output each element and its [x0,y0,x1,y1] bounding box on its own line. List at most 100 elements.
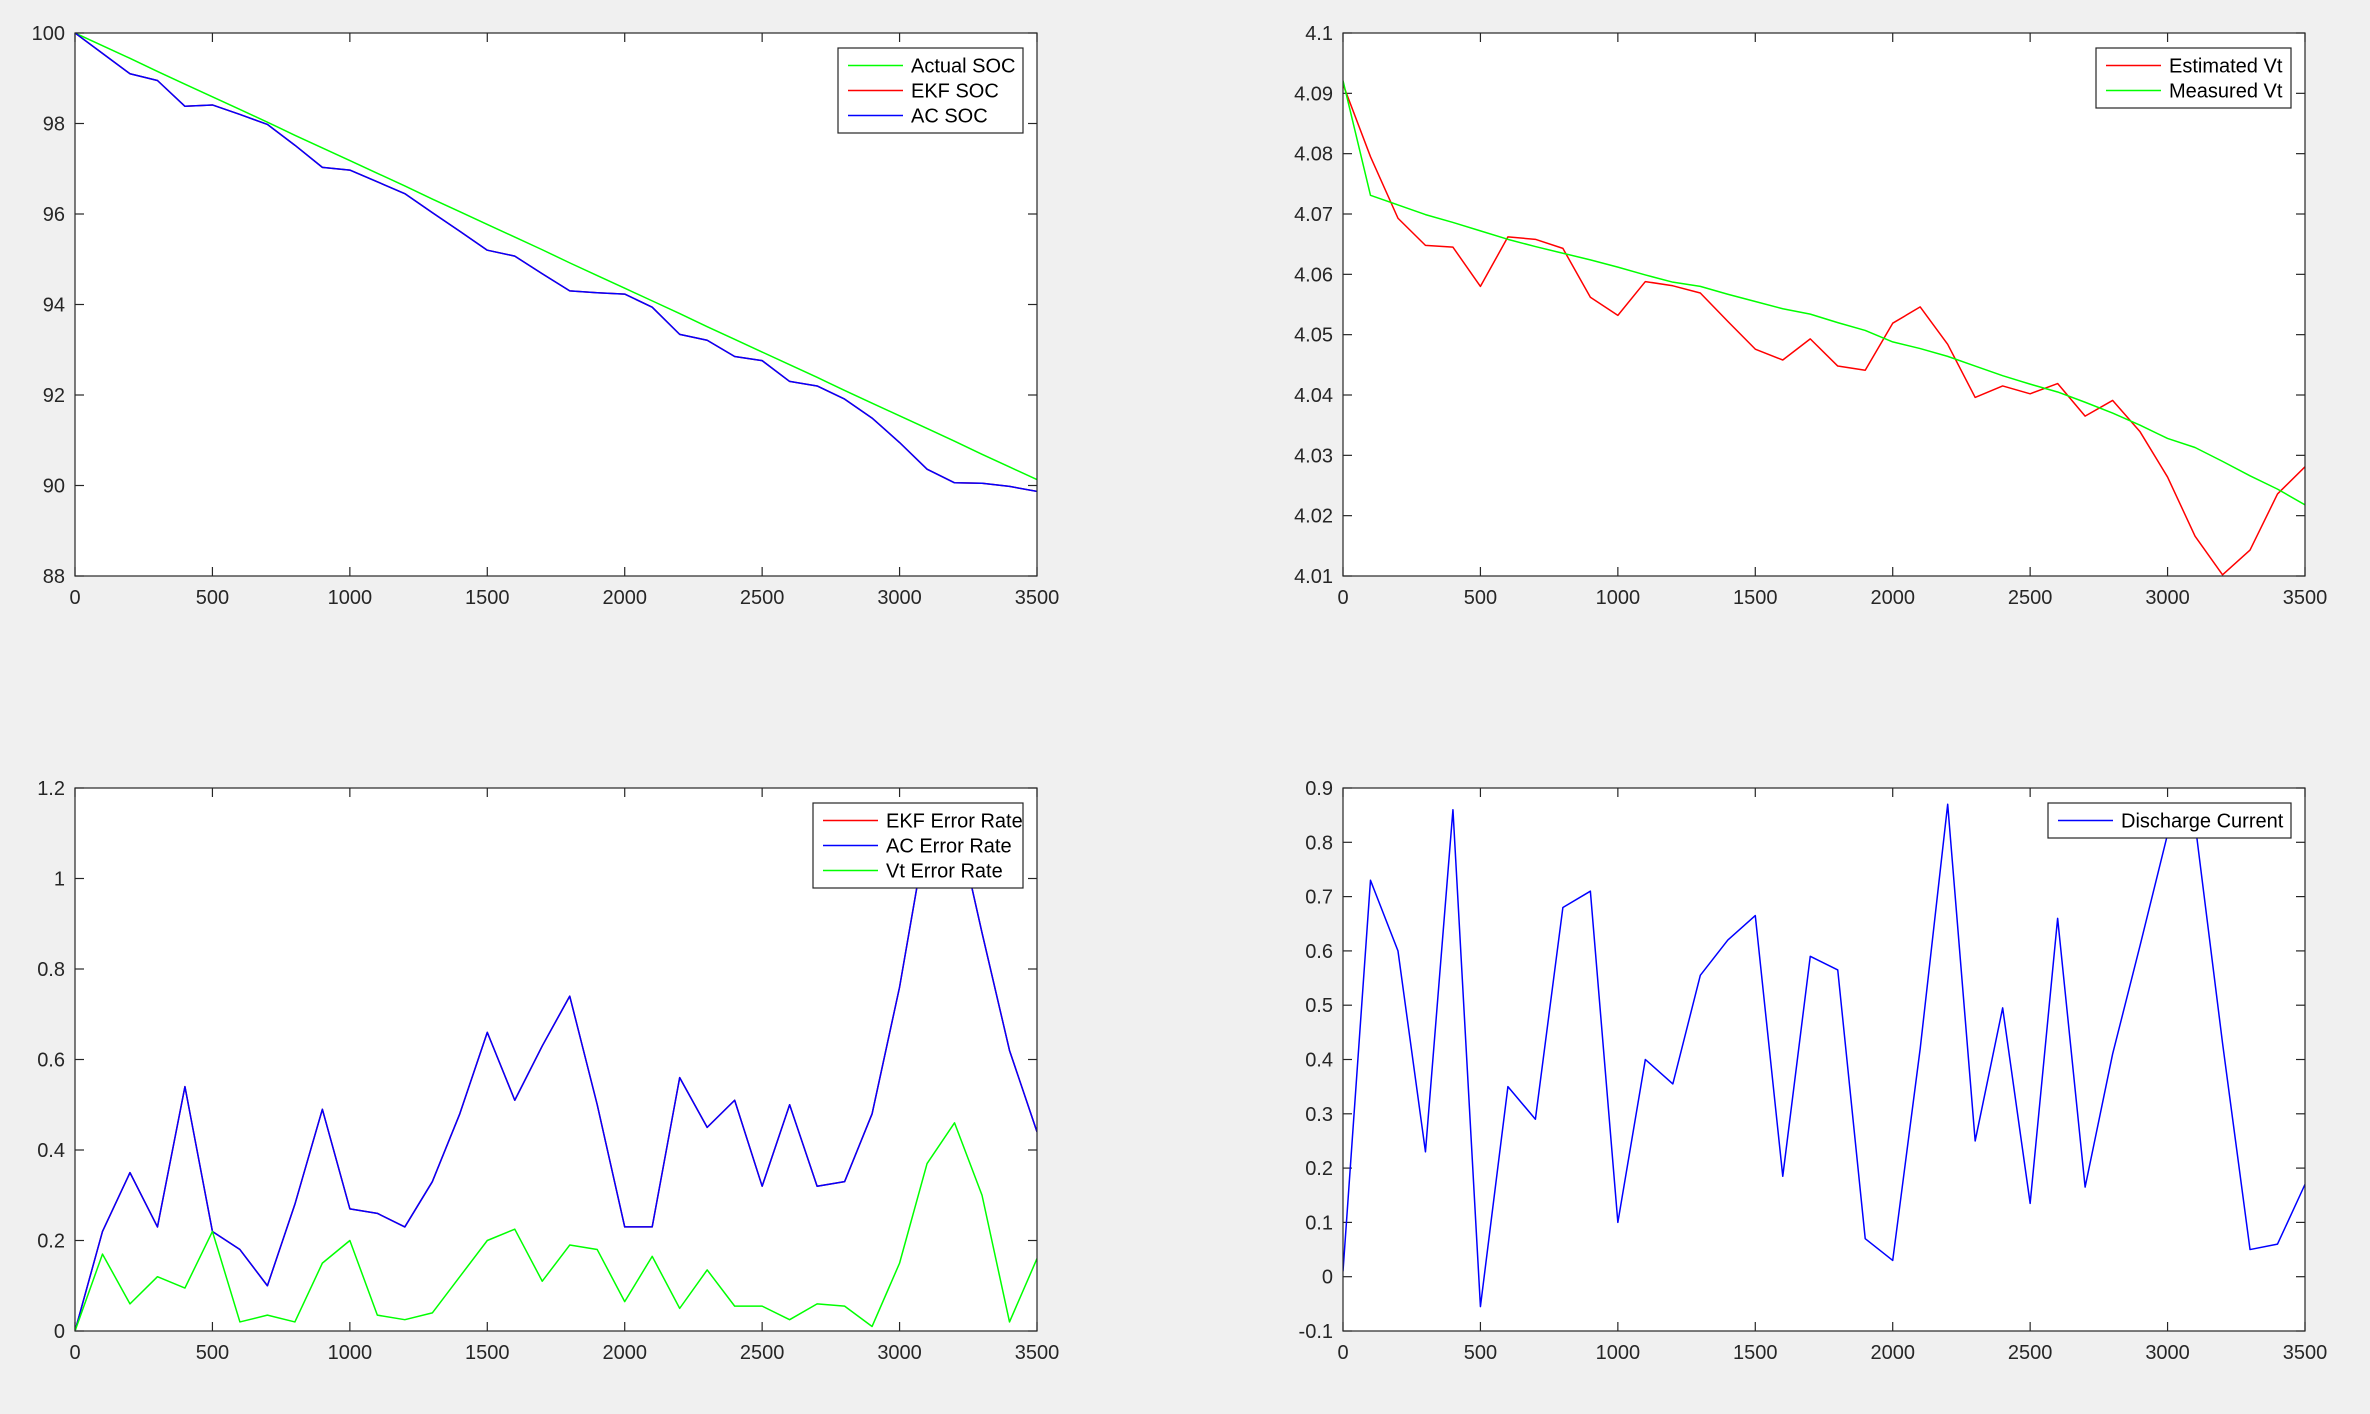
x-tick-label: 500 [196,1342,229,1364]
x-tick-label: 1500 [1733,587,1778,609]
series-line-ac-soc [75,33,1037,493]
x-tick-label: 3500 [1015,1342,1060,1364]
series-line-actual-soc [75,33,1037,481]
axes-box [74,787,1038,1332]
legend-label: EKF Error Rate [886,811,1023,833]
x-tick-label: 500 [196,587,229,609]
x-tick-label: 2000 [1870,1342,1915,1364]
y-tick-label: 4.01 [1294,566,1333,588]
legend-label: AC Error Rate [886,836,1012,858]
y-tick-label: 4.09 [1294,83,1333,105]
y-tick-label: 4.04 [1294,385,1333,407]
y-tick-label: 4.1 [1305,23,1333,45]
y-tick-label: 96 [43,204,65,226]
legend: Discharge Current [2047,802,2292,839]
x-tick-label: 3000 [2145,1342,2190,1364]
soc-comparison-plot: 0 500 1000 1500 2000 2500 3000 3500 88 90 92 94 96 98… [32,23,1060,609]
x-tick-label: 1000 [328,1342,373,1364]
legend-label: Estimated Vt [2169,56,2283,78]
x-tick-label: 2500 [740,1342,785,1364]
x-tick-label: 3500 [2283,587,2328,609]
legend-label: Vt Error Rate [886,861,1003,883]
y-tick-label: 94 [43,295,65,317]
x-tick-label: 1000 [1596,587,1641,609]
x-tick-label: 3000 [877,587,922,609]
x-tick-label: 2000 [1870,587,1915,609]
plot-area [1343,33,2305,576]
y-tick-label: 4.08 [1294,144,1333,166]
y-tick-label: 0.6 [37,1050,65,1072]
x-tick-label: 2000 [602,587,647,609]
series-line-discharge-current [1343,803,2305,1308]
y-tick-label: 1.2 [37,778,65,800]
x-tick-label: 500 [1464,1342,1497,1364]
y-tick-label: 0.4 [37,1140,65,1162]
y-tick-label: 0.4 [1305,1050,1333,1072]
axes-box [1342,787,2306,1332]
y-tick-label: 0 [54,1321,65,1343]
y-tick-label: 0.2 [37,1231,65,1253]
x-tick-label: 500 [1464,587,1497,609]
axes-box [74,32,1038,577]
x-tick-label: 3500 [1015,587,1060,609]
y-tick-label: 0.9 [1305,778,1333,800]
x-tick-label: 2000 [602,1342,647,1364]
x-tick-label: 2500 [2008,587,2053,609]
y-tick-label: 4.03 [1294,445,1333,467]
legend-box [2095,47,2292,109]
legend-label: AC SOC [911,106,988,128]
series-group [1343,80,2305,576]
y-tick-label: 0.2 [1305,1158,1333,1180]
x-tick-label: 3000 [2145,587,2190,609]
legend: Actual SOC EKF SOC AC SOC [837,47,1024,134]
y-tick-label: 0 [1322,1267,1333,1289]
error-rate-plot: 0 500 1000 1500 2000 2500 3000 3500 0 0.2 0.4 0.6 0.… [37,778,1059,1364]
legend-label: Actual SOC [911,56,1015,78]
x-tick-label: 0 [1337,1342,1348,1364]
y-tick-label: 1 [54,869,65,891]
y-tick-label: 4.07 [1294,204,1333,226]
y-tick-label: 90 [43,476,65,498]
y-tick-label: 98 [43,114,65,136]
y-tick-label: -0.1 [1299,1321,1333,1343]
y-tick-label: 92 [43,385,65,407]
x-tick-label: 0 [69,587,80,609]
y-tick-label: 88 [43,566,65,588]
series-group [75,809,1037,1331]
y-tick-label: 0.5 [1305,995,1333,1017]
y-tick-label: 100 [32,23,65,45]
x-tick-label: 1000 [328,587,373,609]
x-tick-label: 0 [1337,587,1348,609]
x-tick-label: 2500 [740,587,785,609]
series-group [1343,803,2305,1308]
y-tick-label: 0.1 [1305,1212,1333,1234]
legend: Estimated Vt Measured Vt [2095,47,2292,109]
axes-box [1342,32,2306,577]
legend: EKF Error Rate AC Error Rate Vt Error Rate [812,802,1024,889]
y-tick-label: 0.8 [37,959,65,981]
x-tick-label: 2500 [2008,1342,2053,1364]
x-tick-label: 3000 [877,1342,922,1364]
series-line-estimated-vt [1343,84,2305,576]
x-tick-label: 0 [69,1342,80,1364]
y-tick-label: 0.8 [1305,832,1333,854]
series-group [75,33,1037,493]
y-tick-label: 4.05 [1294,325,1333,347]
discharge-current-plot: 0 500 1000 1500 2000 2500 3000 3500-0.100.10.20… [1299,778,2328,1364]
x-tick-label: 1500 [465,587,510,609]
x-tick-label: 1500 [465,1342,510,1364]
y-tick-label: 0.6 [1305,941,1333,963]
x-tick-label: 1500 [1733,1342,1778,1364]
x-tick-label: 1000 [1596,1342,1641,1364]
y-tick-label: 4.02 [1294,506,1333,528]
legend-label: Measured Vt [2169,81,2283,103]
y-tick-label: 0.7 [1305,887,1333,909]
terminal-voltage-plot: 0 500 1000 1500 2000 2500 3000 3500 4.01 4.02 4.03… [1294,23,2327,609]
x-tick-label: 3500 [2283,1342,2328,1364]
series-line-measured-vt [1343,80,2305,506]
plot-area [1343,788,2305,1331]
series-line-vt-error-rate [75,1122,1037,1331]
y-tick-label: 4.06 [1294,264,1333,286]
legend-label: Discharge Current [2121,811,2284,833]
